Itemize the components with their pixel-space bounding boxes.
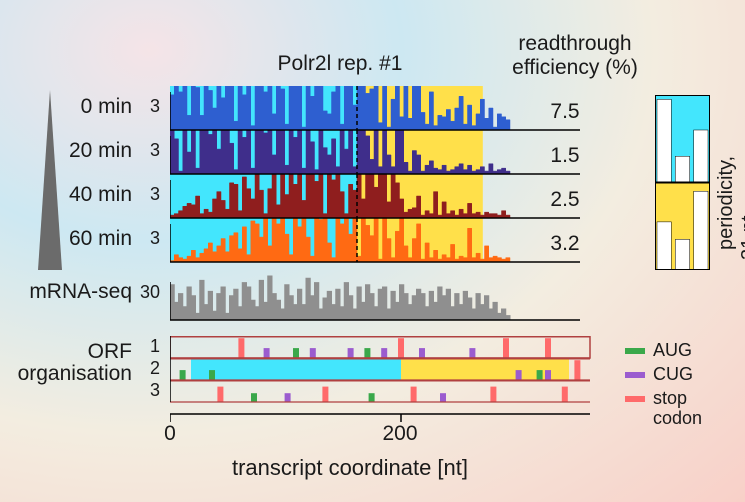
legend-cug-label: CUG [653,364,693,385]
x-axis-label: transcript coordinate [nt] [180,455,520,481]
legend-stop-swatch [625,396,645,402]
rt-val-2: 2.5 [535,188,595,212]
readthrough-title-l1: readthrough [510,32,640,56]
legend-aug-swatch [625,348,645,354]
ytick-3: 3 [140,228,160,249]
legend-stop: stop [625,388,687,409]
periodicity-panel [655,95,710,270]
track-title: Polr2l rep. #1 [250,52,430,76]
legend-codon: codon [653,408,702,429]
orf-panel [170,336,600,412]
mrna-label: mRNA-seq [0,280,132,304]
ytick-1: 3 [140,140,160,161]
orf-label-l1: ORF [0,340,132,364]
xtick-0: 0 [160,422,180,446]
orf-row-1: 1 [148,336,160,357]
rt-val-1: 1.5 [535,144,595,168]
legend-cug-swatch [625,372,645,378]
legend-codon-label: codon [653,408,702,429]
figure: Polr2l rep. #1 readthrough efficiency (%… [0,0,745,502]
orf-row-3: 3 [148,380,160,401]
xtick-1: 200 [380,422,420,446]
row-label-0: 0 min [60,95,132,119]
orf-row-2: 2 [148,358,160,379]
orf-label-l2: organisation [0,362,132,386]
row-label-1: 20 min [60,139,132,163]
row-label-3: 60 min [60,227,132,251]
periodicity-label-l1: periodicity, [715,156,738,250]
time-wedge-icon [38,90,62,270]
legend-aug-label: AUG [653,340,692,361]
readthrough-title-l2: efficiency (%) [510,56,640,80]
rt-val-3: 3.2 [535,232,595,256]
periodicity-label-l2: 31 nt reads [738,210,745,260]
ytick-mrna: 30 [134,282,160,303]
row-label-2: 40 min [60,183,132,207]
rt-val-0: 7.5 [535,100,595,124]
legend-stop-label: stop [653,388,687,409]
ytick-2: 3 [140,184,160,205]
legend-aug: AUG [625,340,692,361]
ytick-0: 3 [140,96,160,117]
legend-cug: CUG [625,364,693,385]
